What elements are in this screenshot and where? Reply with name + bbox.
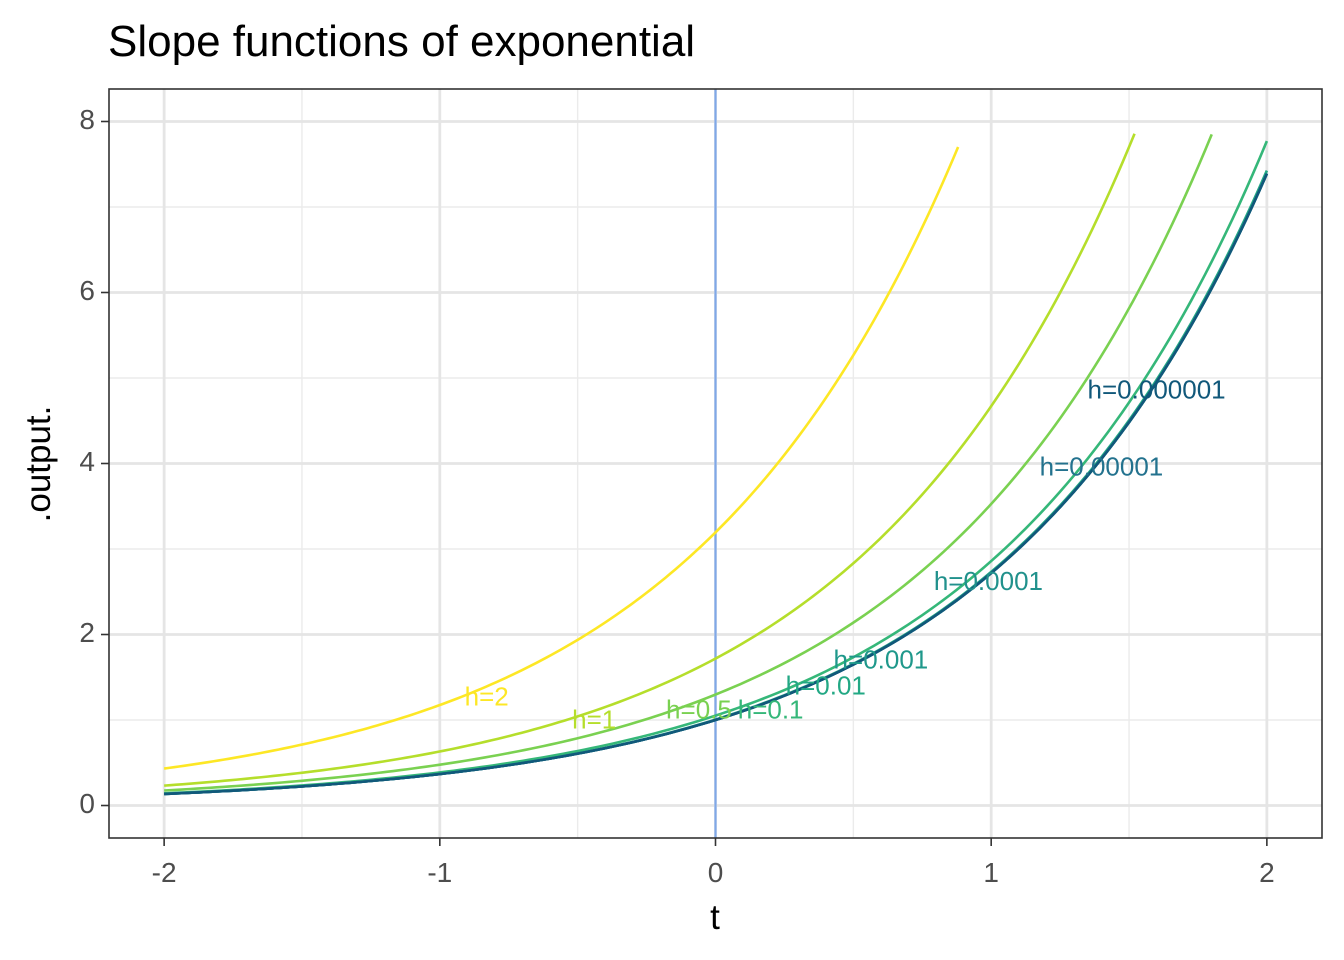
y-tick-label: 6	[79, 275, 95, 306]
x-tick-label: -1	[427, 857, 452, 888]
y-axis-title: .output.	[19, 406, 58, 523]
y-tick-label: 2	[79, 617, 95, 648]
series-line-2	[164, 133, 1213, 792]
y-axis-ticks: 0 2 4 6 8	[79, 104, 109, 819]
series-label-1: h=1	[572, 705, 616, 735]
x-axis-title: t	[710, 898, 720, 937]
series-label-0: h=2	[465, 682, 509, 712]
x-tick-label: 2	[1259, 857, 1275, 888]
x-axis-ticks: -2 -1 0 1 2	[152, 838, 1275, 888]
series-label-8: h=0.000001	[1088, 375, 1226, 405]
x-tick-label: 1	[983, 857, 999, 888]
series-labels: h=2 h=1 h=0.5 h=0.1h=0.01h=0.001 h=0.0001 h=0…	[465, 375, 1226, 735]
chart-title: Slope functions of exponential	[108, 17, 695, 66]
x-tick-label: -2	[152, 857, 177, 888]
series-line-8	[164, 173, 1269, 796]
series-line-0	[163, 146, 960, 770]
series-label-6: h=0.0001	[934, 566, 1043, 596]
y-tick-label: 4	[79, 446, 95, 477]
series-label-7: h=0.00001	[1040, 452, 1164, 482]
series-label-5: h=0.001	[834, 645, 929, 675]
series-label-3: h=0.1	[738, 694, 804, 724]
series-label-4: h=0.01	[786, 670, 866, 700]
series-label-2: h=0.5	[666, 694, 732, 724]
y-tick-label: 0	[79, 788, 95, 819]
series-lines	[163, 133, 1269, 796]
x-tick-label: 0	[708, 857, 724, 888]
y-tick-label: 8	[79, 104, 95, 135]
series-line-1	[164, 133, 1136, 787]
